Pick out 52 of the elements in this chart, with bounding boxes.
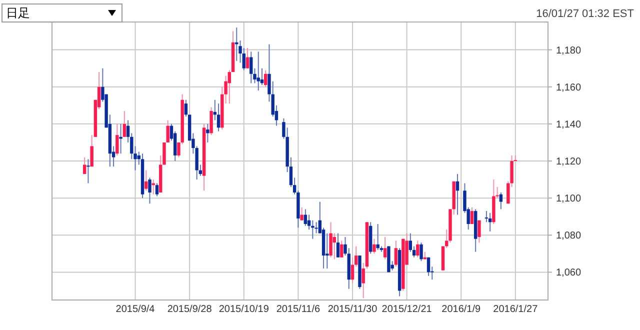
candlestick: [383, 236, 387, 260]
candlestick: [456, 173, 460, 216]
candlestick: [116, 123, 119, 156]
candlestick: [86, 158, 90, 184]
candlestick: [426, 256, 430, 276]
x-tick-label: 2016/1/9: [442, 304, 482, 315]
x-tick-label: 2015/9/28: [167, 304, 212, 315]
text: 日足: [6, 6, 30, 20]
text: 16/01/27 01:32 EST: [536, 8, 634, 20]
candlestick: [420, 242, 423, 262]
candlestick: [246, 47, 250, 69]
candlestick: [394, 240, 398, 268]
candlestick: [206, 123, 210, 143]
y-tick-label: 1,060: [556, 268, 582, 279]
y-tick-label: 1,120: [556, 156, 582, 168]
x-tick-label: 2015/11/30: [328, 304, 378, 315]
y-tick-label: 1,100: [556, 194, 582, 205]
candlestick: [144, 170, 148, 192]
candlestick: [332, 232, 336, 260]
candlestick: [82, 156, 86, 174]
y-tick-label: 1,080: [556, 230, 582, 242]
candlestick: [372, 238, 376, 254]
candlestick: [304, 208, 308, 226]
candlestick: [210, 106, 213, 136]
candlestick: [470, 206, 474, 225]
candlestick: [336, 232, 340, 258]
candlestick: [300, 206, 304, 221]
x-tick-label: 2015/12/21: [382, 304, 432, 315]
candlestick: [216, 103, 220, 132]
y-tick-label: 1,140: [556, 119, 582, 130]
candlestick: [148, 177, 152, 204]
y-tick-label: 1,180: [556, 45, 582, 56]
y-tick-label: 1,160: [556, 82, 582, 94]
candlestick: [152, 179, 155, 195]
candlestick: [329, 222, 332, 258]
candlestick: [155, 182, 159, 197]
candlestick: [256, 51, 260, 92]
x-tick-label: 2015/9/4: [116, 304, 156, 315]
candlestick: [250, 51, 253, 84]
candlestick: [166, 120, 170, 143]
candlestick: [376, 224, 380, 250]
candlestick: [478, 220, 481, 244]
candlestick: [416, 240, 420, 258]
candlestick: [122, 110, 126, 138]
x-tick-label: 2016/1/27: [493, 304, 538, 315]
candlestick: [326, 232, 329, 269]
x-tick-label: 2015/10/19: [218, 304, 270, 315]
candlestick: [499, 192, 503, 210]
candlestick: [340, 240, 344, 258]
candlestick: [264, 70, 268, 88]
x-tick-label: 2015/11/6: [276, 304, 320, 315]
candlestick: [119, 123, 122, 154]
